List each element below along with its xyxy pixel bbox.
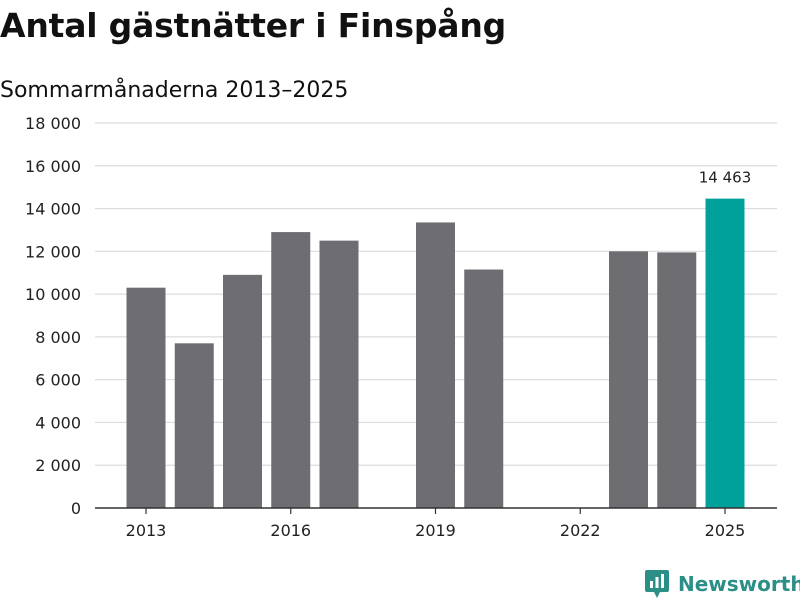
y-tick-label: 10 000: [25, 285, 81, 304]
chart-subtitle: Sommarmånaderna 2013–2025: [0, 78, 349, 103]
bar: [657, 252, 697, 508]
chart-title: Antal gästnätter i Finspång: [0, 6, 507, 45]
x-tick-label: 2016: [270, 521, 311, 540]
x-tick-label: 2022: [560, 521, 601, 540]
axes: 0 2 000 4 000 6 000 8 000 10 000 12 000 14 000 1…: [25, 114, 777, 540]
y-tick-label: 14 000: [25, 200, 81, 219]
bar: [705, 198, 745, 508]
bar: [464, 269, 504, 508]
bars: [126, 198, 745, 509]
data-label: 14 463: [699, 169, 752, 187]
data-labels: 14 463: [699, 169, 752, 187]
x-tick-label: 2019: [415, 521, 456, 540]
bar: [609, 251, 648, 509]
bar: [126, 287, 166, 508]
y-tick-label: 16 000: [25, 157, 81, 176]
y-tick-label: 6 000: [35, 371, 81, 390]
bar: [319, 240, 359, 508]
x-tick-label: 2025: [705, 521, 746, 540]
y-tick-label: 18 000: [25, 114, 81, 133]
y-tick-label: 0: [71, 499, 81, 518]
bar: [174, 343, 214, 508]
y-tick-label: 12 000: [25, 242, 81, 261]
y-tick-label: 8 000: [35, 328, 81, 347]
brand-logo: Newsworthy: [644, 568, 800, 600]
y-tick-label: 4 000: [35, 413, 81, 432]
bar-chart-speech-bubble-icon: [645, 570, 669, 598]
brand-name: Newsworthy: [678, 572, 800, 596]
x-tick-label: 2013: [126, 521, 167, 540]
bar: [223, 274, 262, 508]
bar: [416, 222, 455, 509]
bar: [271, 232, 311, 509]
y-tick-label: 2 000: [35, 456, 81, 475]
